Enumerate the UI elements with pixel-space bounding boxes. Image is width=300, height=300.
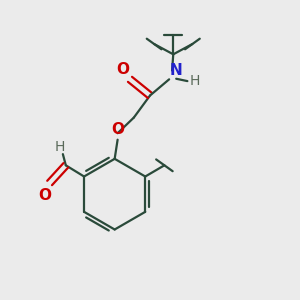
Text: O: O xyxy=(116,62,129,77)
Text: O: O xyxy=(111,122,124,137)
Text: H: H xyxy=(54,140,64,154)
Text: H: H xyxy=(189,74,200,88)
Text: O: O xyxy=(38,188,51,203)
Text: N: N xyxy=(170,63,183,78)
